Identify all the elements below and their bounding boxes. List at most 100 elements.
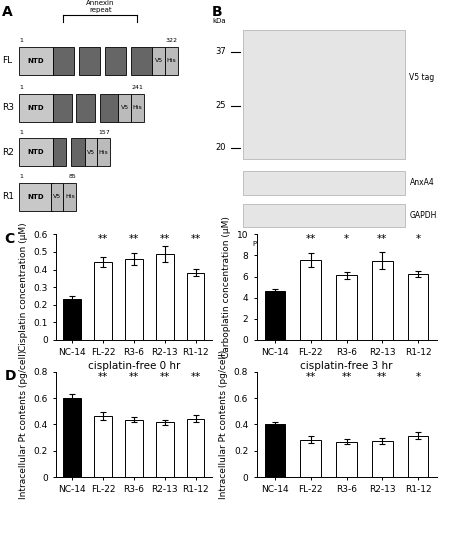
FancyBboxPatch shape — [51, 183, 53, 211]
Text: 1: 1 — [19, 174, 23, 179]
Text: RMG-I: RMG-I — [383, 241, 403, 247]
Text: NTD: NTD — [27, 149, 44, 155]
FancyBboxPatch shape — [53, 139, 67, 167]
Text: R2: R2 — [2, 148, 14, 157]
FancyBboxPatch shape — [105, 47, 126, 75]
Text: **: ** — [306, 372, 316, 382]
Text: **: ** — [190, 372, 201, 382]
Text: **: ** — [98, 234, 108, 244]
Text: C: C — [4, 232, 15, 246]
Text: R1
-12: R1 -12 — [364, 241, 376, 254]
Text: kDa: kDa — [212, 18, 226, 24]
FancyBboxPatch shape — [165, 47, 178, 75]
Text: NTD: NTD — [27, 58, 44, 64]
Bar — [94, 416, 112, 477]
Text: R1: R1 — [2, 192, 14, 202]
Bar — [265, 425, 285, 477]
Y-axis label: Carboplatin concentration (μM): Carboplatin concentration (μM) — [222, 216, 231, 358]
FancyBboxPatch shape — [118, 94, 131, 122]
Bar — [63, 299, 81, 340]
Bar — [372, 261, 392, 340]
Text: His: His — [99, 150, 108, 155]
Title: cisplatin-free 0 hr: cisplatin-free 0 hr — [88, 361, 180, 371]
Text: **: ** — [160, 372, 170, 382]
FancyBboxPatch shape — [97, 139, 110, 167]
Text: **: ** — [306, 234, 316, 244]
Text: 241: 241 — [132, 85, 144, 90]
Text: V5: V5 — [87, 150, 95, 155]
Text: **: ** — [190, 234, 201, 244]
Text: NTD: NTD — [27, 105, 44, 111]
Text: 1: 1 — [19, 130, 23, 135]
Bar — [408, 274, 428, 340]
Bar — [301, 440, 321, 477]
Text: NC
-14: NC -14 — [271, 241, 283, 254]
Text: R2
-13: R2 -13 — [341, 241, 352, 254]
Bar — [156, 254, 174, 340]
Text: GAPDH: GAPDH — [410, 211, 437, 220]
Y-axis label: Cisplatin concentration (μM): Cisplatin concentration (μM) — [19, 223, 28, 351]
Bar — [336, 275, 357, 340]
Bar — [265, 291, 285, 340]
Text: R3: R3 — [2, 103, 14, 112]
FancyBboxPatch shape — [243, 31, 405, 160]
FancyBboxPatch shape — [131, 47, 152, 75]
Text: D: D — [4, 369, 16, 383]
Bar — [63, 398, 81, 477]
Title: cisplatin-free 3 hr: cisplatin-free 3 hr — [300, 361, 393, 371]
FancyBboxPatch shape — [71, 139, 85, 167]
Text: R3
-6: R3 -6 — [319, 241, 328, 254]
Text: **: ** — [377, 234, 387, 244]
FancyBboxPatch shape — [51, 183, 63, 211]
Text: 20: 20 — [215, 143, 226, 152]
FancyBboxPatch shape — [85, 139, 97, 167]
Text: V5: V5 — [154, 58, 163, 64]
Text: **: ** — [98, 372, 108, 382]
Text: 157: 157 — [98, 130, 110, 135]
Bar — [301, 260, 321, 340]
Text: 85: 85 — [68, 174, 76, 179]
Y-axis label: Intracellular Pt contents (pg/cell): Intracellular Pt contents (pg/cell) — [19, 350, 28, 499]
Text: V5: V5 — [53, 195, 61, 199]
FancyBboxPatch shape — [243, 204, 405, 227]
FancyBboxPatch shape — [76, 94, 95, 122]
FancyBboxPatch shape — [100, 94, 118, 122]
Bar — [125, 259, 143, 340]
Text: A: A — [2, 5, 13, 19]
Text: *: * — [415, 372, 420, 382]
Text: 322: 322 — [166, 38, 178, 43]
Y-axis label: Intracellular Pt contents (pg/cell): Intracellular Pt contents (pg/cell) — [219, 350, 228, 499]
Text: **: ** — [129, 234, 139, 244]
Text: His: His — [166, 58, 176, 64]
Text: AnxA4: AnxA4 — [410, 178, 434, 188]
Text: **: ** — [377, 372, 387, 382]
FancyBboxPatch shape — [19, 47, 53, 75]
FancyBboxPatch shape — [79, 47, 100, 75]
Text: **: ** — [160, 234, 170, 244]
Text: FL: FL — [2, 57, 12, 65]
FancyBboxPatch shape — [19, 183, 53, 211]
Bar — [187, 273, 204, 340]
Text: NTD: NTD — [27, 194, 44, 200]
Text: His: His — [65, 195, 75, 199]
FancyBboxPatch shape — [19, 94, 53, 122]
Text: 37: 37 — [215, 47, 226, 56]
FancyBboxPatch shape — [53, 47, 74, 75]
Bar — [187, 419, 204, 477]
FancyBboxPatch shape — [53, 94, 72, 122]
FancyBboxPatch shape — [152, 47, 165, 75]
Text: *: * — [344, 234, 349, 244]
Bar — [94, 262, 112, 340]
Text: 1: 1 — [19, 85, 23, 90]
Bar — [336, 441, 357, 477]
Bar — [125, 420, 143, 477]
Text: His: His — [133, 105, 142, 110]
FancyBboxPatch shape — [63, 183, 76, 211]
Text: 1: 1 — [19, 38, 23, 43]
Text: **: ** — [129, 372, 139, 382]
Text: FL
-22: FL -22 — [295, 241, 306, 254]
FancyBboxPatch shape — [243, 171, 405, 195]
Text: V5 tag: V5 tag — [410, 73, 435, 82]
Text: 25: 25 — [215, 101, 226, 110]
Text: B: B — [212, 5, 222, 19]
